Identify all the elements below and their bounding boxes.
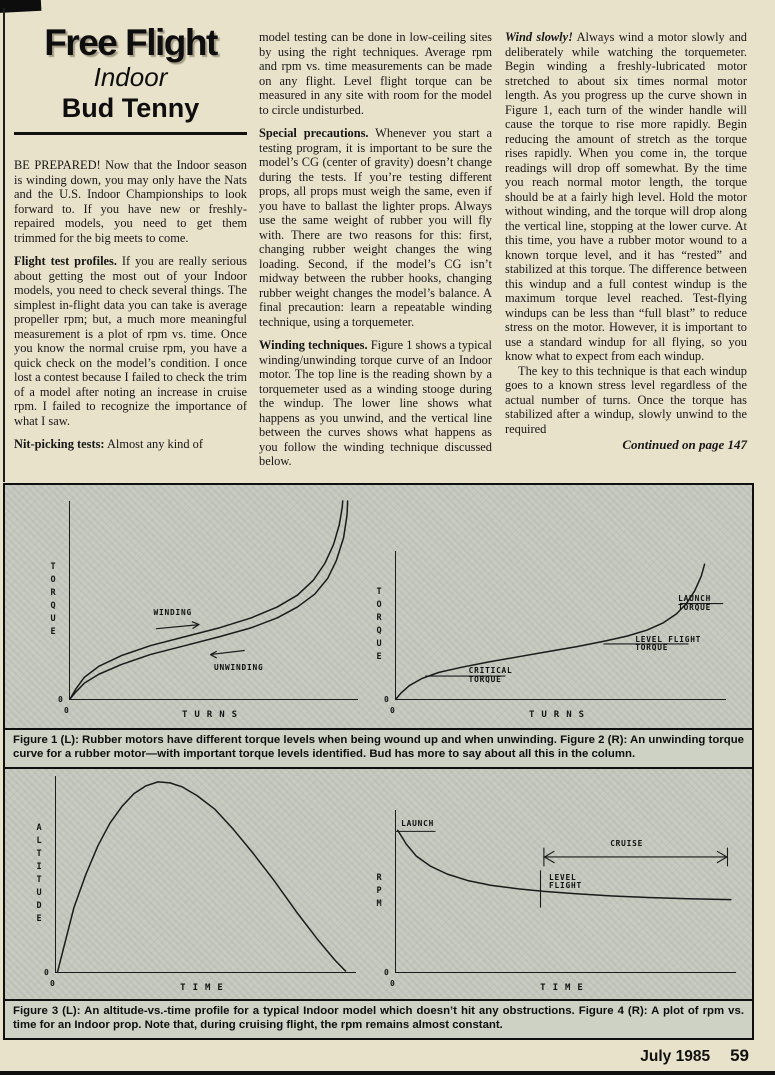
figure4-chart-svg bbox=[396, 810, 736, 972]
column-masthead: Free Flight Indoor Bud Tenny bbox=[14, 22, 247, 135]
text-column-1: BE PREPARED! Now that the Indoor season … bbox=[14, 158, 247, 461]
paragraph-lead: Flight test profiles. bbox=[14, 254, 117, 268]
paragraph-text: Whenever you start a testing program, it… bbox=[259, 126, 492, 329]
paragraph-lead: Nit-picking tests: bbox=[14, 437, 105, 451]
cruise-arrow-left-head bbox=[545, 851, 555, 862]
figure1-y-axis-label: TORQUE bbox=[48, 562, 58, 640]
figure-row-bottom: ALTITUDE 0 0 TIME RPM 0 0 LAUNCH LEVEL F… bbox=[5, 769, 752, 1000]
figure1-unwinding-label: UNWINDING bbox=[214, 663, 264, 673]
altitude-curve bbox=[58, 782, 346, 972]
figure2-chart-svg bbox=[396, 551, 726, 699]
figures-panel: TORQUE 0 0 WINDING UNWINDING TURNS TORQU… bbox=[3, 483, 754, 1041]
figure3-chart-svg bbox=[56, 776, 356, 972]
figure4-cruise-label: CRUISE bbox=[610, 839, 644, 849]
column-title: Free Flight bbox=[44, 22, 218, 63]
paragraph-winding-techniques: Winding techniques. Figure 1 shows a typ… bbox=[259, 338, 492, 469]
winding-curve bbox=[70, 501, 343, 699]
figure2-level-flight-torque-label: LEVEL FLIGHT TORQUE bbox=[635, 634, 702, 653]
paragraph-text: Always wind a motor slowly and deliberat… bbox=[505, 30, 747, 363]
issue-date: July 1985 bbox=[640, 1048, 711, 1065]
figure3-y-axis-label: ALTITUDE bbox=[34, 823, 44, 928]
figure1-winding-label: WINDING bbox=[153, 608, 192, 618]
figure1-origin-zero-x: 0 bbox=[64, 706, 69, 715]
paragraph-lead: BE PREPARED! bbox=[14, 158, 101, 172]
figure2-launch-torque-label: LAUNCH TORQUE bbox=[678, 593, 712, 612]
paragraph-text: Almost any kind of bbox=[104, 437, 203, 451]
figure-caption-1: Figure 1 (L): Rubber motors have differe… bbox=[5, 728, 752, 770]
unwinding-arrow-head bbox=[211, 651, 217, 657]
text-column-2: model testing can be done in low-ceiling… bbox=[259, 30, 492, 478]
figure2-origin-zero-x: 0 bbox=[390, 706, 395, 715]
column-author: Bud Tenny bbox=[61, 92, 200, 123]
figure4-x-axis-label: TIME bbox=[540, 983, 590, 994]
page-footer: July 1985 59 bbox=[640, 1046, 749, 1066]
masthead-rule bbox=[14, 131, 247, 135]
paragraph-text: If you are really serious about getting … bbox=[14, 254, 247, 428]
figure4-origin-zero-y: 0 bbox=[384, 968, 389, 978]
paragraph-flight-test-profiles: Flight test profiles. If you are really … bbox=[14, 254, 247, 428]
paragraph-lead: Winding techniques. bbox=[259, 338, 368, 352]
figure3-origin-zero-y: 0 bbox=[44, 968, 49, 978]
figure3-x-axis-label: TIME bbox=[180, 983, 230, 994]
unwinding-torque-curve bbox=[396, 564, 705, 699]
figure3-origin-zero-x: 0 bbox=[50, 979, 55, 989]
paragraph-lead: Special precautions. bbox=[259, 126, 369, 140]
figure1-chart-svg bbox=[70, 501, 358, 699]
figure2-y-axis-label: TORQUE bbox=[374, 587, 384, 665]
figure1-x-axis-label: TURNS bbox=[181, 710, 245, 720]
figure4-launch-label: LAUNCH bbox=[401, 819, 435, 829]
unwinding-curve bbox=[70, 501, 348, 699]
paragraph-key-to-technique: The key to this technique is that each w… bbox=[505, 364, 747, 437]
figure4-y-axis-label: RPM bbox=[374, 872, 384, 912]
rpm-curve bbox=[398, 830, 731, 899]
figure4-plot-area: 0 0 LAUNCH LEVEL FLIGHT CRUISE bbox=[384, 810, 736, 988]
figure4-level-flight-label: LEVEL FLIGHT bbox=[549, 872, 582, 891]
figure2-x-axis-label: TURNS bbox=[528, 710, 592, 720]
paragraph-lead: Wind slowly! bbox=[505, 30, 573, 44]
paragraph-text: model testing can be done in low-ceiling… bbox=[259, 30, 492, 117]
paragraph-text: Now that the Indoor season is winding do… bbox=[14, 158, 248, 245]
paragraph-text: The key to this technique is that each w… bbox=[505, 363, 747, 436]
paragraph-text: Figure 1 shows a typical winding/unwindi… bbox=[259, 338, 492, 468]
figure4-origin-zero-x: 0 bbox=[390, 979, 395, 989]
figure-caption-2: Figure 3 (L): An altitude-vs.-time profi… bbox=[5, 999, 752, 1039]
page-number: 59 bbox=[730, 1046, 749, 1065]
paragraph-nit-picking-tests: Nit-picking tests: Almost any kind of bbox=[14, 437, 247, 452]
paragraph-special-precautions: Special precautions. Whenever you start … bbox=[259, 126, 492, 329]
scan-bottom-edge bbox=[0, 1071, 775, 1075]
paragraph-be-prepared: BE PREPARED! Now that the Indoor season … bbox=[14, 158, 247, 245]
scan-corner-mark bbox=[0, 0, 42, 14]
continued-on-page-note: Continued on page 147 bbox=[622, 437, 747, 452]
figure2-origin-zero-y: 0 bbox=[384, 695, 389, 704]
text-column-3: Wind slowly! Always wind a motor slowly … bbox=[505, 30, 747, 453]
paragraph-wind-slowly: Wind slowly! Always wind a motor slowly … bbox=[505, 30, 747, 364]
figure1-plot-area: 0 0 WINDING UNWINDING bbox=[58, 501, 358, 715]
figure-row-top: TORQUE 0 0 WINDING UNWINDING TURNS TORQU… bbox=[5, 485, 752, 728]
figure2-critical-torque-label: CRITICAL TORQUE bbox=[468, 666, 513, 685]
column-subtitle: Indoor bbox=[93, 62, 168, 93]
winding-arrow-shaft bbox=[156, 625, 198, 629]
figure1-origin-zero-y: 0 bbox=[58, 695, 63, 704]
figure2-plot-area: 0 0 CRITICAL TORQUE LEVEL FLIGHT TORQUE … bbox=[384, 551, 726, 715]
cruise-arrow-right-head bbox=[717, 851, 727, 862]
paragraph-model-testing: model testing can be done in low-ceiling… bbox=[259, 30, 492, 117]
figure3-plot-area: 0 0 bbox=[44, 776, 356, 988]
unwinding-arrow-shaft bbox=[211, 650, 244, 654]
scan-edge-line bbox=[3, 8, 5, 482]
winding-arrow-head bbox=[192, 622, 199, 629]
